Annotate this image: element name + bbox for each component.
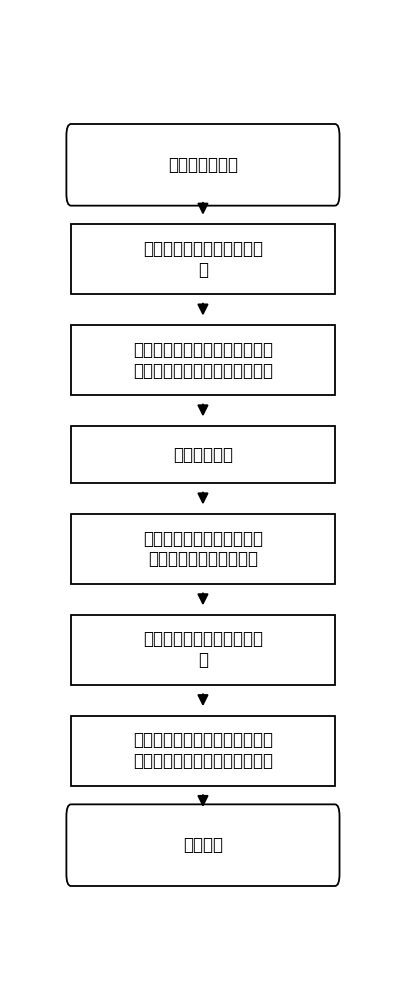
Text: 将圆柱坐标系下的应力转换
到笛卡尔坐标系下的应力: 将圆柱坐标系下的应力转换 到笛卡尔坐标系下的应力: [143, 530, 263, 568]
Text: 求解边界条件: 求解边界条件: [173, 446, 233, 464]
Text: 计算多个硅通孔引起的热应
力: 计算多个硅通孔引起的热应 力: [143, 630, 263, 669]
Text: 得到圆柱坐标系下的单个硅通孔
各层材料的径向应力和环向应力: 得到圆柱坐标系下的单个硅通孔 各层材料的径向应力和环向应力: [133, 341, 273, 380]
FancyBboxPatch shape: [71, 716, 335, 786]
FancyBboxPatch shape: [71, 615, 335, 685]
FancyBboxPatch shape: [67, 804, 339, 886]
Text: 确定硅通孔类型: 确定硅通孔类型: [168, 156, 238, 174]
FancyBboxPatch shape: [71, 325, 335, 395]
FancyBboxPatch shape: [71, 514, 335, 584]
Text: 提取硅通孔和晶体管物理参
数: 提取硅通孔和晶体管物理参 数: [143, 240, 263, 279]
FancyBboxPatch shape: [67, 124, 339, 206]
FancyBboxPatch shape: [71, 224, 335, 294]
Text: 根据压阻效应，得到不同沟道方
向下的载流子迁移率变化的影响: 根据压阻效应，得到不同沟道方 向下的载流子迁移率变化的影响: [133, 731, 273, 770]
Text: 时序仿真: 时序仿真: [183, 836, 223, 854]
FancyBboxPatch shape: [71, 426, 335, 483]
